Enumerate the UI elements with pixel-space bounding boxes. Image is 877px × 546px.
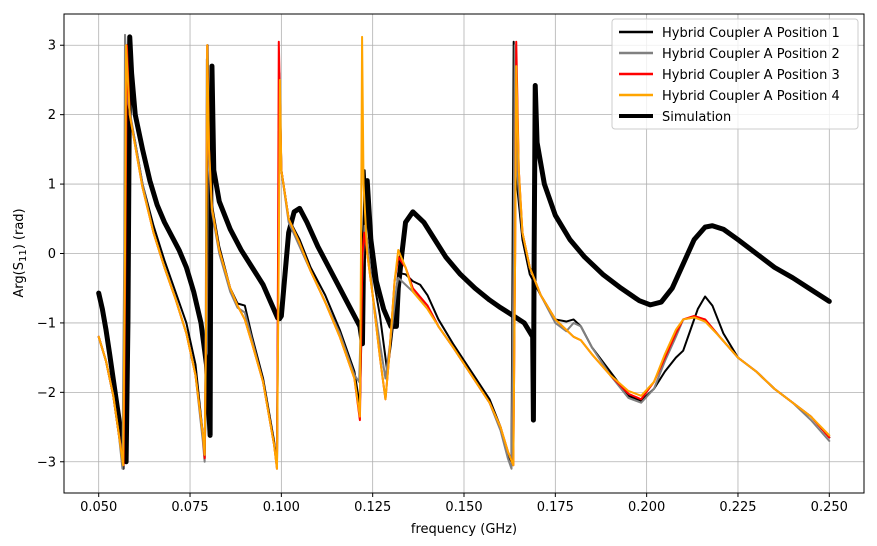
x-tick-label: 0.200 xyxy=(628,500,665,515)
x-ticks: 0.050 0.075 0.100 0.125 0.150 0.175 0.200 0.225… xyxy=(80,493,848,515)
legend-box xyxy=(611,18,859,130)
x-tick-label: 0.100 xyxy=(263,500,300,515)
y-tick-label: 3 xyxy=(48,39,56,54)
y-tick-label: −3 xyxy=(37,455,56,470)
x-tick-label: 0.150 xyxy=(445,500,482,515)
x-tick-label: 0.175 xyxy=(537,500,574,515)
y-tick-label: 0 xyxy=(48,247,56,262)
y-tick-label: 1 xyxy=(48,178,56,193)
y-ticks: −3 −2 −1 0 1 2 3 xyxy=(37,39,64,470)
series-layer xyxy=(96,33,832,470)
legend: Hybrid Coupler A Position 1 Hybrid Couple… xyxy=(611,18,859,130)
series-line-4 xyxy=(97,35,831,470)
x-tick-label: 0.050 xyxy=(80,500,117,515)
y-axis-label-subscript: 11 xyxy=(18,249,29,262)
legend-label-2: Hybrid Coupler A Position 2 xyxy=(662,47,840,62)
y-axis-label: Arg(S11) (rad) xyxy=(12,208,29,297)
legend-label-4: Hybrid Coupler A Position 4 xyxy=(662,89,840,104)
legend-label-1: Hybrid Coupler A Position 1 xyxy=(662,26,840,41)
x-axis-label: frequency (GHz) xyxy=(411,522,517,537)
x-tick-label: 0.250 xyxy=(811,500,848,515)
x-tick-label: 0.125 xyxy=(354,500,391,515)
y-tick-label: 2 xyxy=(48,108,56,123)
y-tick-label: −2 xyxy=(37,386,56,401)
x-tick-label: 0.075 xyxy=(171,500,208,515)
legend-label-5: Simulation xyxy=(662,110,731,125)
x-tick-label: 0.225 xyxy=(719,500,756,515)
legend-label-3: Hybrid Coupler A Position 3 xyxy=(662,68,840,83)
y-tick-label: −1 xyxy=(37,316,56,331)
